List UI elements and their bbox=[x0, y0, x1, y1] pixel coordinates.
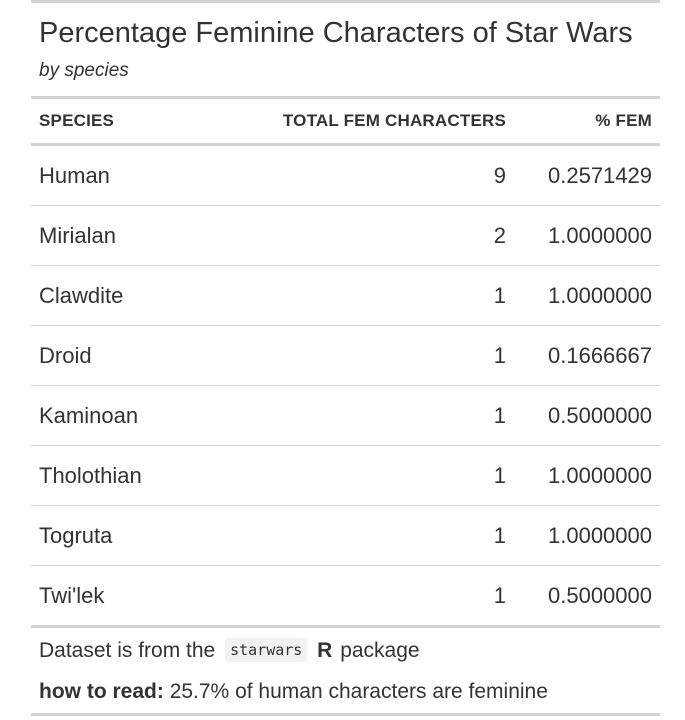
table-row: Human 9 0.2571429 bbox=[31, 146, 660, 206]
species-cell: Kaminoan bbox=[39, 402, 139, 428]
table-row: Tholothian 1 1.0000000 bbox=[31, 446, 660, 506]
package-code: starwars bbox=[225, 638, 308, 662]
pct-cell: 0.5000000 bbox=[548, 582, 652, 608]
data-table: Percentage Feminine Characters of Star W… bbox=[31, 0, 660, 716]
total-cell: 2 bbox=[493, 222, 506, 248]
column-header-row: SPECIES TOTAL FEM CHARACTERS % FEM bbox=[31, 99, 660, 143]
pct-cell: 0.2571429 bbox=[548, 162, 652, 188]
total-cell: 1 bbox=[493, 582, 506, 608]
source-prefix: Dataset is from the bbox=[39, 639, 216, 662]
column-header-species: SPECIES bbox=[39, 111, 115, 130]
pct-cell: 0.1666667 bbox=[548, 342, 652, 368]
column-header-pct: % FEM bbox=[595, 111, 652, 130]
table-subtitle: by species bbox=[39, 60, 129, 81]
pct-cell: 1.0000000 bbox=[548, 222, 652, 248]
r-label: R bbox=[317, 639, 333, 662]
table-heading: Percentage Feminine Characters of Star W… bbox=[31, 17, 660, 96]
pct-cell: 1.0000000 bbox=[548, 462, 652, 488]
table-bottom-rule bbox=[31, 713, 660, 716]
table-row: Kaminoan 1 0.5000000 bbox=[31, 386, 660, 446]
species-cell: Human bbox=[39, 162, 110, 188]
species-cell: Twi'lek bbox=[39, 582, 105, 608]
total-cell: 1 bbox=[493, 282, 506, 308]
column-header-bottom-rule bbox=[31, 143, 660, 146]
species-cell: Tholothian bbox=[39, 462, 142, 488]
species-cell: Togruta bbox=[39, 522, 113, 548]
table-body-bottom-rule bbox=[31, 625, 660, 628]
total-cell: 1 bbox=[493, 522, 506, 548]
total-cell: 1 bbox=[493, 402, 506, 428]
species-cell: Droid bbox=[39, 342, 92, 368]
column-header-total: TOTAL FEM CHARACTERS bbox=[282, 111, 506, 130]
pct-cell: 1.0000000 bbox=[548, 282, 652, 308]
source-note: Dataset is from the starwars R package bbox=[39, 636, 652, 665]
total-cell: 9 bbox=[493, 162, 506, 188]
table-footer: Dataset is from the starwars R package h… bbox=[31, 636, 660, 713]
table-row: Togruta 1 1.0000000 bbox=[31, 506, 660, 566]
species-cell: Mirialan bbox=[39, 222, 117, 248]
table-row: Clawdite 1 1.0000000 bbox=[31, 266, 660, 326]
total-cell: 1 bbox=[493, 462, 506, 488]
note-label: how to read: bbox=[39, 680, 164, 703]
pct-cell: 1.0000000 bbox=[548, 522, 652, 548]
source-suffix: package bbox=[340, 639, 420, 662]
table-row: Droid 1 0.1666667 bbox=[31, 326, 660, 386]
pct-cell: 0.5000000 bbox=[548, 402, 652, 428]
table-row: Twi'lek 1 0.5000000 bbox=[31, 566, 660, 625]
table-top-rule bbox=[31, 0, 660, 3]
heading-bottom-rule bbox=[31, 96, 660, 99]
table-title: Percentage Feminine Characters of Star W… bbox=[39, 17, 633, 49]
note-text: 25.7% of human characters are feminine bbox=[169, 680, 548, 703]
total-cell: 1 bbox=[493, 342, 506, 368]
how-to-read-note: how to read: 25.7% of human characters a… bbox=[39, 679, 652, 713]
species-cell: Clawdite bbox=[39, 282, 124, 308]
table-row: Mirialan 2 1.0000000 bbox=[31, 206, 660, 266]
table-body: Human 9 0.2571429 Mirialan 2 1.0000000 C… bbox=[31, 146, 660, 625]
